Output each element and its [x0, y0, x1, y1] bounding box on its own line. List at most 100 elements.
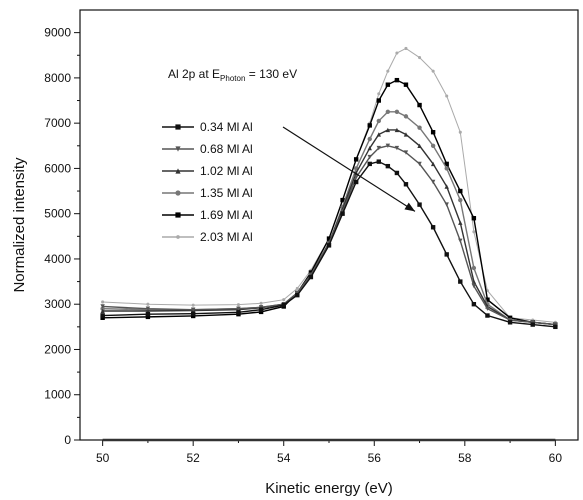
legend-entry: 1.69 Ml Al [162, 208, 253, 222]
data-point [367, 145, 372, 151]
legend-marker [175, 168, 181, 174]
x-tick-label: 54 [277, 451, 291, 465]
data-point [431, 69, 435, 73]
legend-label: 1.02 Ml Al [200, 164, 253, 178]
data-point [444, 166, 449, 171]
series-2 [100, 143, 558, 327]
x-tick-label: 52 [187, 451, 201, 465]
legend-label: 1.35 Ml Al [200, 186, 253, 200]
data-point [430, 130, 436, 135]
legend-label: 0.68 Ml Al [200, 142, 253, 156]
data-point [507, 315, 513, 320]
data-point [471, 302, 477, 307]
data-point [403, 182, 409, 187]
data-point [458, 197, 463, 203]
data-point [553, 324, 558, 330]
data-point [308, 272, 314, 277]
data-point [394, 145, 400, 151]
legend-label: 1.69 Ml Al [200, 208, 253, 222]
data-point [259, 301, 263, 305]
series-4 [100, 109, 558, 327]
data-point [258, 309, 264, 315]
data-point [145, 306, 151, 311]
plot-area [79, 9, 579, 441]
data-point [340, 197, 345, 203]
data-point [190, 307, 196, 312]
data-point [308, 274, 314, 280]
legend-marker [175, 212, 181, 218]
data-point [458, 238, 463, 244]
series-5 [100, 77, 558, 327]
data-point [553, 322, 558, 327]
data-point [353, 157, 359, 162]
data-point [145, 311, 151, 317]
data-point [403, 82, 409, 87]
data-point [308, 270, 314, 275]
data-point [367, 136, 372, 142]
data-point [100, 304, 105, 309]
data-point [507, 320, 513, 325]
legend-entry: 1.35 Ml Al [162, 186, 253, 200]
annotation: Al 2p at EPhoton = 130 eV [168, 67, 416, 212]
x-tick-label: 58 [458, 451, 472, 465]
data-point [367, 154, 372, 160]
data-point [281, 302, 286, 308]
data-point [394, 127, 400, 133]
data-point [258, 307, 264, 312]
data-point [385, 143, 391, 148]
data-point [376, 145, 381, 151]
legend: 0.34 Ml Al 0.68 Ml Al 1.02 Ml Al 1.35 Ml Al… [162, 120, 253, 244]
data-point [385, 127, 391, 133]
x-tick-label: 56 [368, 451, 382, 465]
data-point [326, 243, 332, 248]
data-point [367, 161, 372, 167]
data-point [444, 252, 449, 257]
data-point [282, 298, 286, 302]
y-axis-label: Normalized intensity [11, 157, 28, 293]
data-point [458, 130, 462, 134]
trend-arrow [282, 126, 416, 212]
x-tick-label: 50 [96, 451, 110, 465]
series-3 [100, 127, 558, 327]
legend-label: 2.03 Ml Al [200, 230, 253, 244]
data-point [146, 302, 150, 306]
data-point [376, 118, 381, 124]
data-point [458, 220, 463, 225]
y-tick-label: 4000 [44, 252, 71, 266]
data-point [485, 297, 490, 302]
data-point [430, 179, 436, 185]
data-point [430, 161, 436, 167]
data-point [403, 150, 409, 155]
series-line [102, 79, 556, 326]
series-line [102, 111, 556, 326]
data-point [471, 216, 477, 221]
data-point [472, 230, 476, 234]
data-point [376, 132, 381, 137]
x-axis-label: Kinetic energy (eV) [265, 480, 393, 497]
legend-entry: 1.02 Ml Al [162, 164, 253, 178]
y-tick-label: 5000 [44, 207, 71, 221]
data-point [530, 320, 535, 325]
data-point [385, 82, 391, 87]
data-point [295, 286, 299, 290]
data-point [386, 69, 390, 73]
y-tick-label: 6000 [44, 161, 71, 175]
axes: 50 52 54 56 58 60 0 1000 2000 3000 4000 5000 6000 700… [44, 26, 562, 465]
data-point [458, 188, 463, 194]
data-point [145, 314, 151, 320]
data-point [190, 311, 196, 316]
data-point [403, 114, 409, 119]
data-point [326, 236, 332, 241]
data-point [418, 55, 422, 60]
data-point [444, 202, 449, 207]
data-point [471, 283, 477, 289]
series-layer [100, 46, 558, 442]
y-tick-label: 8000 [44, 71, 71, 85]
data-point [258, 305, 264, 310]
data-point [507, 317, 513, 323]
data-point [471, 265, 477, 271]
y-tick-label: 0 [64, 433, 71, 447]
data-point [295, 290, 300, 296]
y-tick-label: 7000 [44, 116, 71, 130]
